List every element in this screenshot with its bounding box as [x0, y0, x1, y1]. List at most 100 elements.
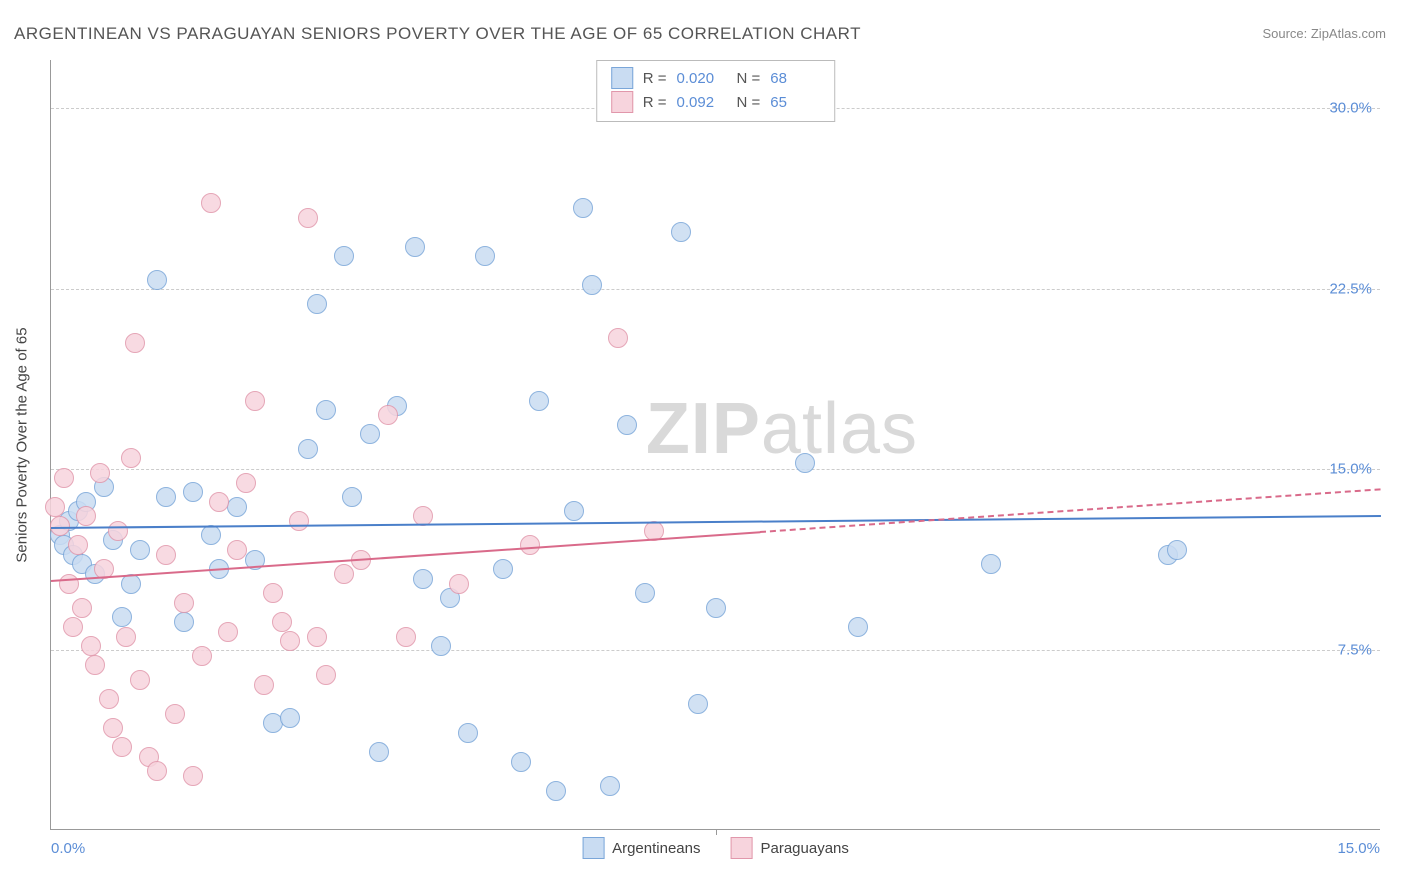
scatter-point — [369, 742, 389, 762]
y-tick-label: 7.5% — [1338, 641, 1372, 658]
scatter-point — [183, 482, 203, 502]
scatter-point — [76, 506, 96, 526]
scatter-point — [475, 246, 495, 266]
scatter-point — [121, 448, 141, 468]
scatter-point — [449, 574, 469, 594]
x-tick — [716, 829, 717, 835]
scatter-point — [405, 237, 425, 257]
scatter-point — [112, 737, 132, 757]
stat-r-value-1: 0.092 — [677, 94, 727, 111]
scatter-point — [413, 569, 433, 589]
scatter-point — [147, 270, 167, 290]
scatter-point — [334, 246, 354, 266]
scatter-point — [99, 689, 119, 709]
scatter-point — [334, 564, 354, 584]
scatter-point — [342, 487, 362, 507]
scatter-point — [564, 501, 584, 521]
trend-line — [760, 488, 1381, 533]
scatter-point — [174, 593, 194, 613]
y-tick-label: 15.0% — [1329, 461, 1372, 478]
scatter-point — [245, 391, 265, 411]
legend-row-argentineans: R = 0.020 N = 68 — [611, 67, 821, 89]
scatter-point — [280, 708, 300, 728]
y-tick-label: 22.5% — [1329, 280, 1372, 297]
scatter-point — [165, 704, 185, 724]
watermark-bold: ZIP — [646, 389, 761, 469]
scatter-point — [72, 598, 92, 618]
legend-series: Argentineans Paraguayans — [582, 837, 849, 859]
legend-swatch-bottom-1 — [731, 837, 753, 859]
scatter-point — [396, 627, 416, 647]
scatter-point — [59, 574, 79, 594]
scatter-point — [50, 516, 70, 536]
scatter-point — [236, 473, 256, 493]
legend-label-0: Argentineans — [612, 840, 700, 857]
scatter-point — [116, 627, 136, 647]
scatter-point — [795, 453, 815, 473]
scatter-point — [378, 405, 398, 425]
scatter-point — [174, 612, 194, 632]
scatter-point — [263, 583, 283, 603]
legend-swatch-argentineans — [611, 67, 633, 89]
scatter-point — [201, 525, 221, 545]
legend-swatch-paraguayans — [611, 91, 633, 113]
scatter-point — [573, 198, 593, 218]
scatter-point — [112, 607, 132, 627]
stat-n-label: N = — [737, 70, 761, 87]
scatter-point — [688, 694, 708, 714]
scatter-point — [227, 497, 247, 517]
scatter-point — [511, 752, 531, 772]
scatter-point — [156, 487, 176, 507]
legend-label-1: Paraguayans — [761, 840, 849, 857]
scatter-point — [201, 193, 221, 213]
y-axis-label: Seniors Poverty Over the Age of 65 — [14, 327, 31, 562]
scatter-point — [192, 646, 212, 666]
scatter-point — [307, 627, 327, 647]
scatter-point — [108, 521, 128, 541]
scatter-point — [582, 275, 602, 295]
x-tick-label: 15.0% — [1337, 840, 1380, 857]
scatter-point — [298, 439, 318, 459]
scatter-point — [130, 540, 150, 560]
legend-statistics: R = 0.020 N = 68 R = 0.092 N = 65 — [596, 60, 836, 122]
stat-r-label: R = — [643, 94, 667, 111]
scatter-point — [981, 554, 1001, 574]
chart-container: ARGENTINEAN VS PARAGUAYAN SENIORS POVERT… — [0, 0, 1406, 892]
scatter-point — [63, 617, 83, 637]
scatter-point — [431, 636, 451, 656]
scatter-point — [617, 415, 637, 435]
scatter-point — [130, 670, 150, 690]
chart-area: Seniors Poverty Over the Age of 65 ZIPat… — [50, 60, 1380, 830]
stat-n-value-1: 65 — [770, 94, 820, 111]
scatter-point — [280, 631, 300, 651]
gridline — [51, 289, 1380, 290]
stat-n-value-0: 68 — [770, 70, 820, 87]
stat-n-label: N = — [737, 94, 761, 111]
watermark-light: atlas — [761, 389, 918, 469]
scatter-point — [156, 545, 176, 565]
scatter-point — [316, 400, 336, 420]
scatter-point — [103, 718, 123, 738]
plot-region: ZIPatlas R = 0.020 N = 68 R = 0.092 N = … — [50, 60, 1380, 830]
scatter-point — [209, 492, 229, 512]
stat-r-label: R = — [643, 70, 667, 87]
scatter-point — [600, 776, 620, 796]
scatter-point — [54, 468, 74, 488]
scatter-point — [45, 497, 65, 517]
scatter-point — [68, 535, 88, 555]
scatter-point — [706, 598, 726, 618]
scatter-point — [307, 294, 327, 314]
stat-r-value-0: 0.020 — [677, 70, 727, 87]
scatter-point — [520, 535, 540, 555]
scatter-point — [289, 511, 309, 531]
scatter-point — [272, 612, 292, 632]
scatter-point — [298, 208, 318, 228]
chart-title: ARGENTINEAN VS PARAGUAYAN SENIORS POVERT… — [14, 24, 861, 44]
y-tick-label: 30.0% — [1329, 100, 1372, 117]
scatter-point — [848, 617, 868, 637]
scatter-point — [90, 463, 110, 483]
scatter-point — [218, 622, 238, 642]
gridline — [51, 469, 1380, 470]
scatter-point — [183, 766, 203, 786]
scatter-point — [360, 424, 380, 444]
